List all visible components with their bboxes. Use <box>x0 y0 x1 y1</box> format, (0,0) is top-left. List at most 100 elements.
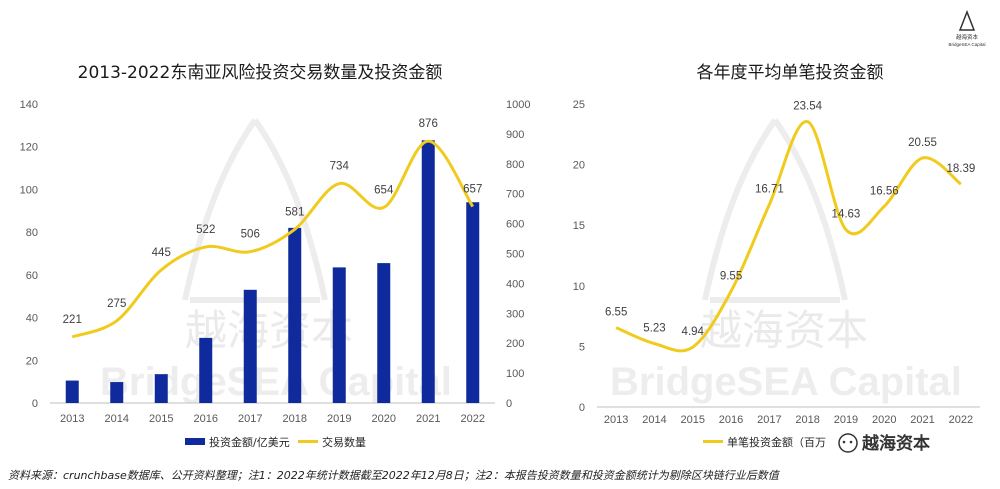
line-label-2019: 734 <box>330 161 350 173</box>
left-x-tick-label: 2015 <box>149 413 173 425</box>
left-x-tick-label: 2013 <box>60 413 84 425</box>
right-y-tick-label: 10 <box>573 281 585 293</box>
legend-label-line: 交易数量 <box>322 435 366 449</box>
right-x-tick-label: 2017 <box>757 414 781 426</box>
right-y-tick-label: 25 <box>573 99 585 111</box>
bar-2021 <box>421 140 435 404</box>
right-x-tick-label: 2019 <box>834 414 858 426</box>
left-line-labels: 221 275 445 522 506 581 734 654 876 657 <box>63 118 483 326</box>
line-label-2015: 445 <box>152 247 171 259</box>
footnote: 资料来源：crunchbase数据库、公开资料整理；注1：2022年统计数据截至… <box>8 469 781 482</box>
bar-2016 <box>199 337 213 403</box>
left-y-tick-label: 100 <box>20 184 38 196</box>
left-x-tick-label: 2017 <box>238 413 262 425</box>
left-y2-tick-label: 700 <box>506 189 524 201</box>
left-y2-tick-label: 200 <box>506 338 524 350</box>
right-x-tick-label: 2018 <box>795 414 819 426</box>
legend-label-bar: 投资金额/亿美元 <box>209 435 290 449</box>
right-x-tick-label: 2015 <box>681 414 705 426</box>
watermark-cn-right: 越海资本 <box>700 306 868 355</box>
avg-label-2016: 9.55 <box>720 270 742 282</box>
right-y-tick-label: 5 <box>579 341 585 353</box>
right-x-tick-label: 2016 <box>719 414 743 426</box>
right-chart-title: 各年度平均单笔投资金额 <box>697 63 884 83</box>
watermark-en-right: BridgeSEA Capital <box>610 360 962 404</box>
avg-label-2014: 5.23 <box>643 323 665 335</box>
right-y-tick-label: 0 <box>579 402 585 414</box>
left-x-axis-ticks: 2013 2014 2015 2016 2017 2018 2019 2020 2021 2022 <box>60 413 485 425</box>
avg-label-2020: 16.56 <box>870 185 899 197</box>
left-y2-tick-label: 900 <box>506 129 524 141</box>
bar-2018 <box>288 227 302 403</box>
right-y-tick-label: 20 <box>573 160 585 172</box>
line-label-2016: 522 <box>196 224 215 236</box>
left-y-tick-label: 80 <box>26 227 38 239</box>
right-x-tick-label: 2013 <box>604 414 628 426</box>
watermark-en-left: BridgeSEA Capital <box>100 360 452 404</box>
bar-2022 <box>466 202 480 403</box>
right-x-tick-label: 2014 <box>642 414 666 426</box>
left-x-tick-label: 2019 <box>327 413 351 425</box>
watermark-left: 越海资本 BridgeSEA Capital <box>100 118 452 404</box>
line-label-2020: 654 <box>374 184 394 196</box>
left-y2-tick-label: 0 <box>506 398 512 410</box>
line-label-2017: 506 <box>241 229 260 241</box>
left-y2-tick-label: 100 <box>506 368 524 380</box>
brand-logo: 越海资本 BridgeSEA Capital <box>948 9 986 47</box>
left-y2-axis-ticks: 0 100 200 300 400 500 600 700 800 900 1000 <box>506 99 530 410</box>
legend-label-avg: 单笔投资金额（百万 <box>727 435 826 449</box>
badge-text: 越海资本 <box>861 433 930 454</box>
left-bars <box>65 140 480 404</box>
line-label-2014: 275 <box>107 298 126 310</box>
line-label-2021: 876 <box>419 118 438 130</box>
line-label-2013: 221 <box>63 314 82 326</box>
right-y-tick-label: 15 <box>573 220 585 232</box>
avg-label-2019: 14.63 <box>832 209 861 221</box>
sail-logo-icon <box>958 9 976 31</box>
right-x-tick-label: 2020 <box>872 414 896 426</box>
left-legend: 投资金额/亿美元 交易数量 <box>185 435 366 449</box>
avg-label-2013: 6.55 <box>605 307 627 319</box>
avg-label-2017: 16.71 <box>755 183 784 195</box>
left-y-tick-label: 140 <box>20 99 38 111</box>
left-y-tick-label: 20 <box>26 355 38 367</box>
left-y-tick-label: 120 <box>20 142 38 154</box>
left-y2-tick-label: 800 <box>506 159 524 171</box>
left-y2-tick-label: 600 <box>506 219 524 231</box>
wechat-badge: 越海资本 <box>838 433 930 454</box>
bar-2019 <box>332 267 346 403</box>
bar-2020 <box>377 263 391 403</box>
right-legend: 单笔投资金额（百万 <box>703 435 826 449</box>
avg-label-2021: 20.55 <box>908 137 937 149</box>
avg-label-2015: 4.94 <box>682 326 705 338</box>
line-label-2018: 581 <box>285 206 304 218</box>
avg-label-2018: 23.54 <box>793 101 822 113</box>
logo-cn: 越海资本 <box>956 33 979 41</box>
right-avg-amount-line <box>615 120 962 353</box>
bar-2014 <box>110 382 124 403</box>
left-y2-tick-label: 300 <box>506 308 524 320</box>
left-y-axis-ticks: 0 20 40 60 80 100 120 140 <box>20 99 38 410</box>
avg-label-2022: 18.39 <box>946 163 975 175</box>
line-label-2022: 657 <box>463 184 482 196</box>
left-y2-tick-label: 1000 <box>506 99 530 111</box>
right-x-tick-label: 2021 <box>910 414 934 426</box>
logo-en: BridgeSEA Capital <box>948 42 985 47</box>
left-x-tick-label: 2022 <box>461 413 485 425</box>
right-y-axis-ticks: 0 5 10 15 20 25 <box>573 99 585 414</box>
bar-2017 <box>243 289 257 403</box>
left-x-tick-label: 2016 <box>194 413 218 425</box>
bar-2013 <box>65 380 79 403</box>
bar-2015 <box>154 374 168 403</box>
right-line-labels: 6.55 5.23 4.94 9.55 16.71 23.54 14.63 16.56 20.5… <box>605 101 975 338</box>
left-y-tick-label: 40 <box>26 313 38 325</box>
left-x-tick-label: 2014 <box>105 413 129 425</box>
wechat-icon <box>838 433 858 453</box>
left-chart-title: 2013-2022东南亚风险投资交易数量及投资金额 <box>78 63 443 83</box>
watermark-right: 越海资本 BridgeSEA Capital <box>610 118 962 404</box>
left-y-tick-label: 60 <box>26 270 38 282</box>
right-x-axis-ticks: 2013 2014 2015 2016 2017 2018 2019 2020 2021 2022 <box>604 414 973 426</box>
right-x-tick-label: 2022 <box>949 414 973 426</box>
left-y-tick-label: 0 <box>32 398 38 410</box>
